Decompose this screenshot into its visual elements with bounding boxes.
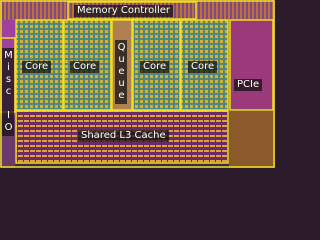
core-label: Core (22, 61, 52, 73)
page: Memory Controller Misc IO Core Core Queu… (0, 0, 275, 168)
core-label: Core (140, 61, 170, 73)
core-label: Core (70, 61, 100, 73)
core-label: Core (188, 61, 218, 73)
pcie-label: PCIe (234, 79, 263, 91)
memory-controller-label: Memory Controller (74, 5, 174, 17)
misc-io-label: Misc IO (2, 48, 14, 136)
die-image (0, 0, 275, 168)
queue-label: Queue (115, 40, 127, 104)
l3-cache-label: Shared L3 Cache (78, 130, 169, 142)
